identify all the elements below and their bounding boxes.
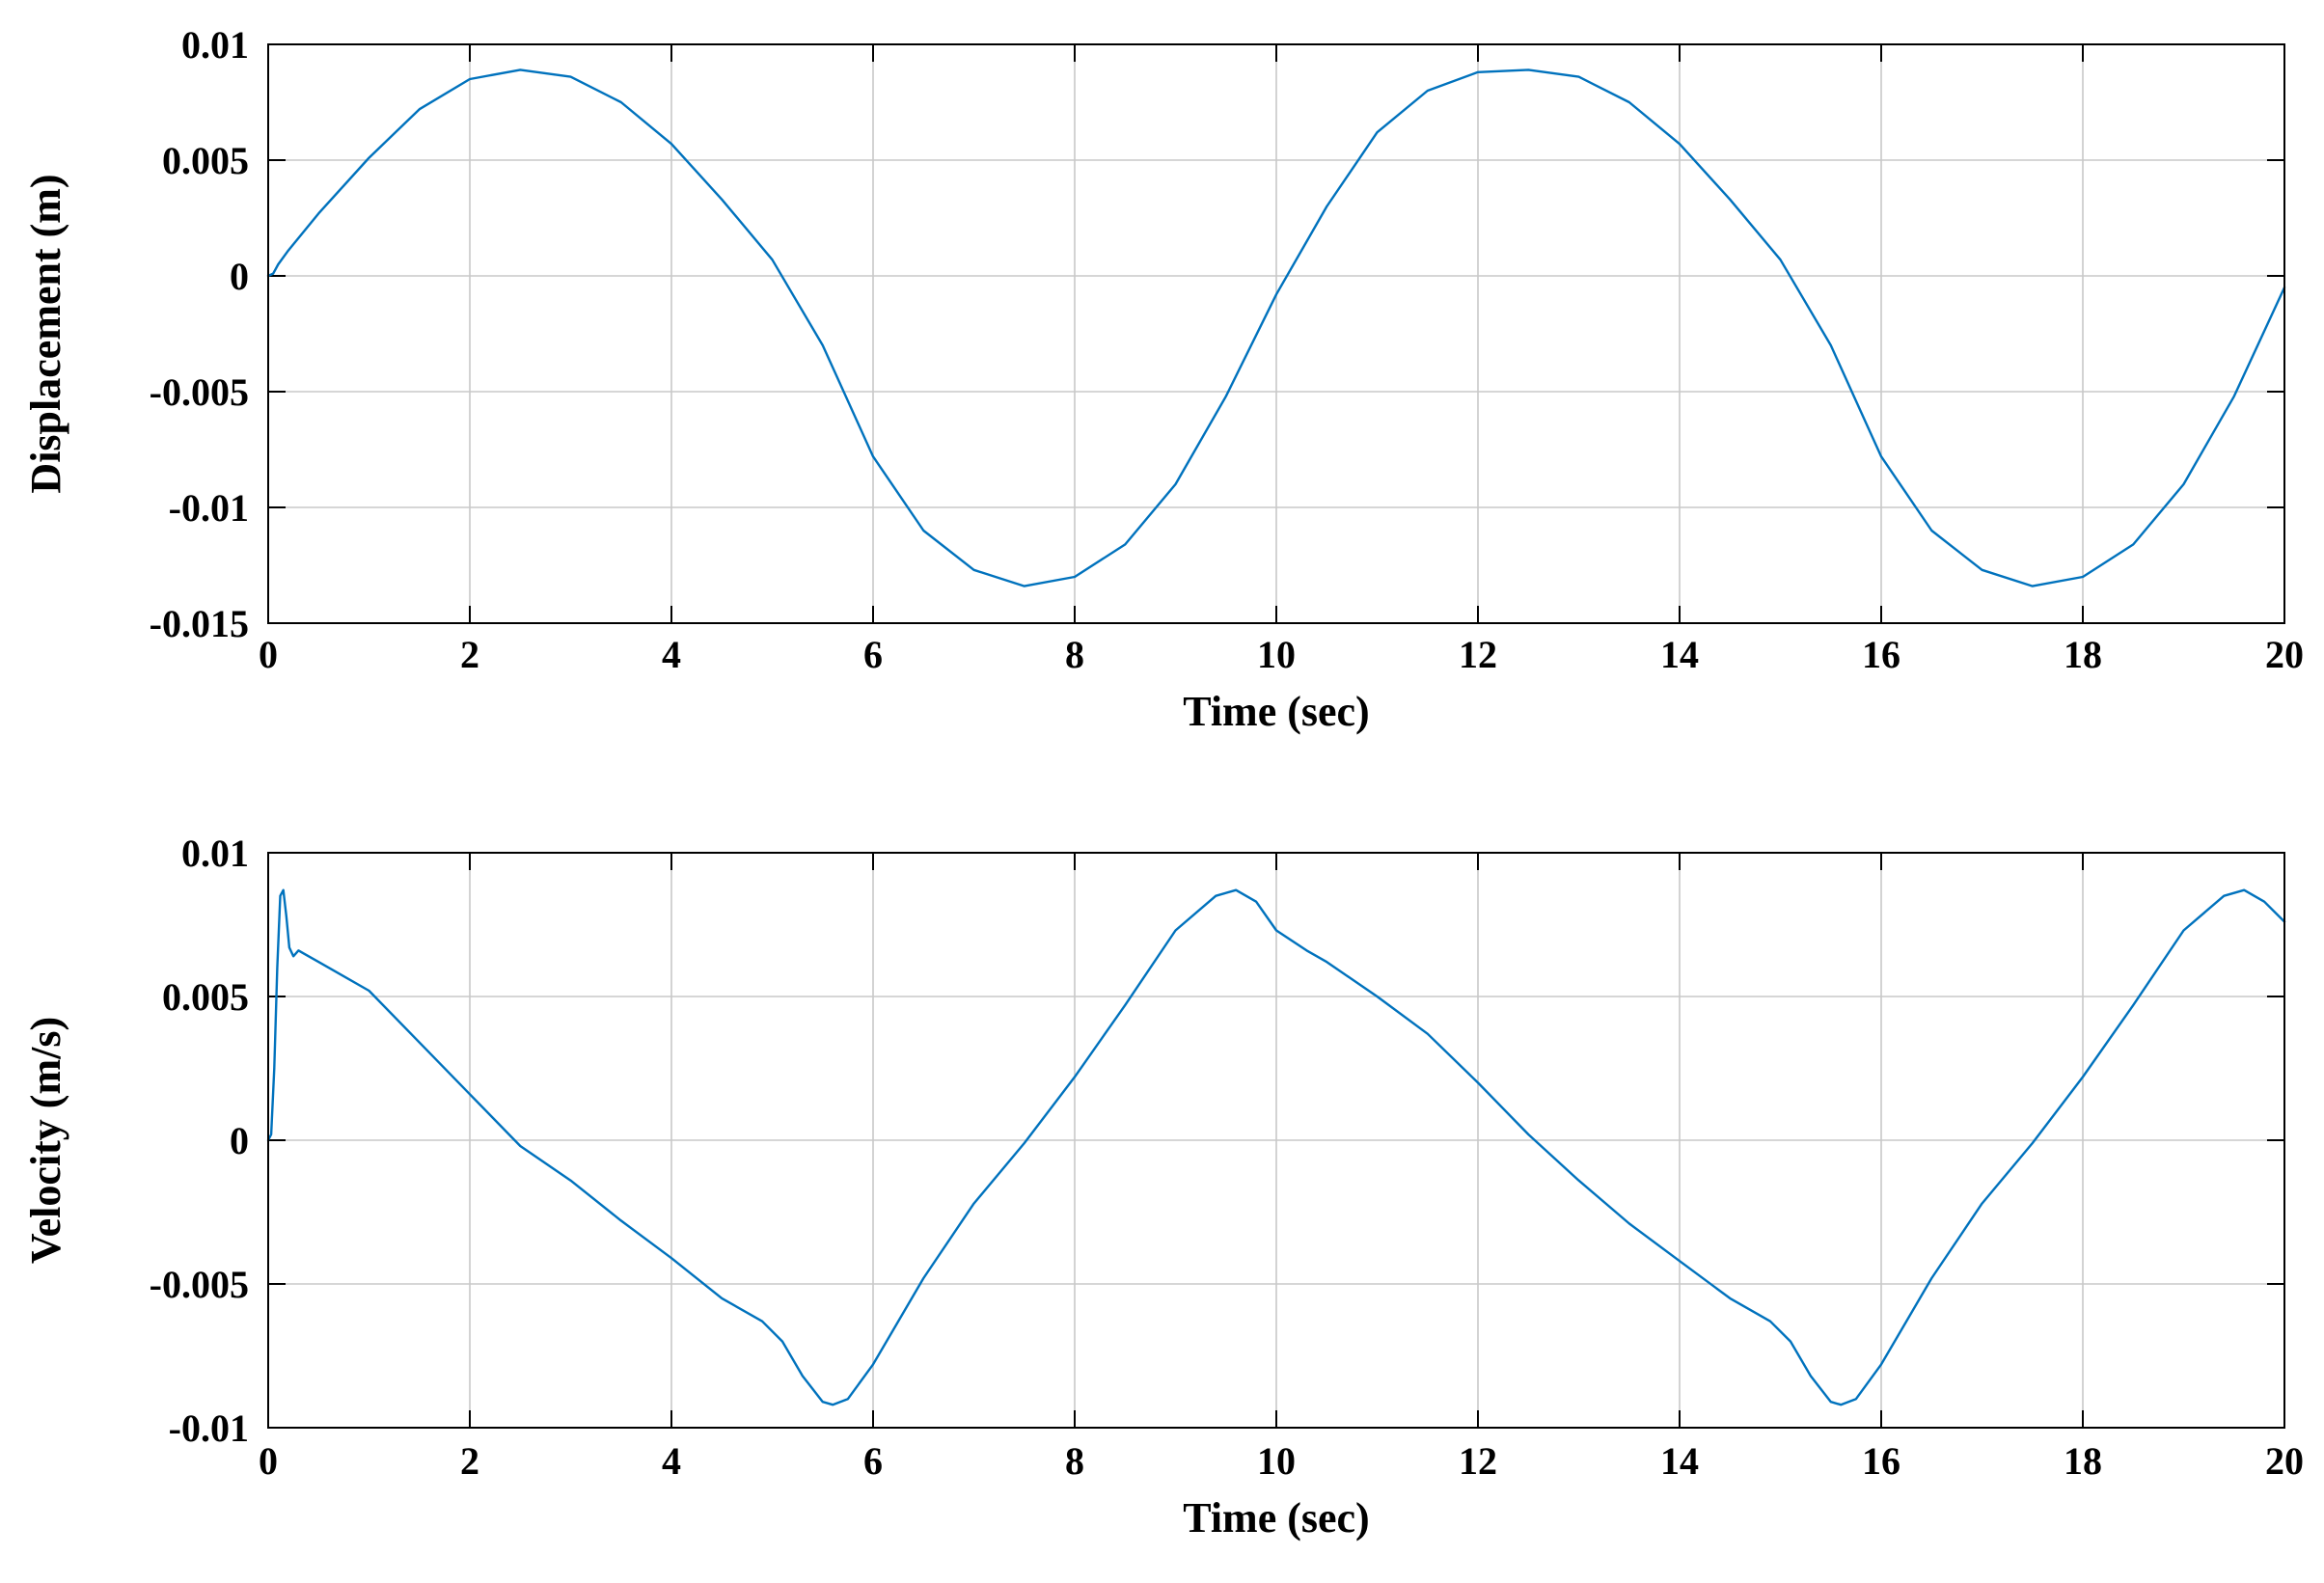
displacement-x-tick-label-6: 6 xyxy=(863,633,883,676)
displacement-x-tick-label-20: 20 xyxy=(2265,633,2304,676)
velocity-x-tick-label-8: 8 xyxy=(1065,1439,1084,1483)
displacement-y-axis-label: Displacement (m) xyxy=(22,174,69,493)
velocity-y-tick-label-0: 0 xyxy=(230,1119,249,1162)
displacement-series-line-0 xyxy=(266,68,2286,587)
velocity-x-tick-label-6: 6 xyxy=(863,1439,883,1483)
displacement-x-tick-label-4: 4 xyxy=(662,633,681,676)
displacement-x-tick-label-18: 18 xyxy=(2064,633,2102,676)
velocity-y-tick-label-0_01: 0.01 xyxy=(181,832,249,875)
displacement-x-tick-label-2: 2 xyxy=(460,633,479,676)
velocity-y-tick-label-neg0_01: -0.01 xyxy=(169,1406,249,1450)
displacement-y-tick-label-neg0_01: -0.01 xyxy=(169,486,249,530)
velocity-y-tick-label-0_005: 0.005 xyxy=(162,975,249,1019)
velocity-chart: 0 2 4 6 8 10 12 14 16 18 20 0.01 0.005 0 -0.005 -0.01 Ti… xyxy=(22,832,2304,1542)
velocity-x-tick-label-4: 4 xyxy=(662,1439,681,1483)
displacement-y-tick-label-0: 0 xyxy=(230,255,249,298)
velocity-axes-frame xyxy=(267,852,2285,1429)
velocity-y-axis-label: Velocity (m/s) xyxy=(22,1017,69,1264)
velocity-x-tick-label-12: 12 xyxy=(1459,1439,1497,1483)
velocity-x-tick-label-10: 10 xyxy=(1257,1439,1296,1483)
displacement-x-axis-label: Time (sec) xyxy=(1183,688,1369,735)
displacement-y-tick-label-neg0_015: -0.015 xyxy=(150,602,249,645)
velocity-x-tick-label-20: 20 xyxy=(2265,1439,2304,1483)
velocity-x-tick-label-16: 16 xyxy=(1862,1439,1900,1483)
velocity-x-tick-label-2: 2 xyxy=(460,1439,479,1483)
displacement-x-tick-label-8: 8 xyxy=(1065,633,1084,676)
displacement-x-tick-label-0: 0 xyxy=(259,633,278,676)
displacement-y-tick-label-0_005: 0.005 xyxy=(162,139,249,182)
displacement-y-tick-label-neg0_005: -0.005 xyxy=(150,370,249,414)
velocity-x-tick-label-18: 18 xyxy=(2064,1439,2102,1483)
displacement-chart: 0 2 4 6 8 10 12 14 16 18 20 0.01 0.005 0 -0.005 -0.01 -0… xyxy=(22,23,2304,735)
velocity-y-tick-label-neg0_005: -0.005 xyxy=(150,1263,249,1306)
velocity-series-line-0 xyxy=(266,888,2286,1406)
displacement-axes-frame xyxy=(267,43,2285,624)
velocity-x-axis-label: Time (sec) xyxy=(1183,1494,1369,1542)
displacement-x-tick-label-10: 10 xyxy=(1257,633,1296,676)
displacement-y-tick-label-0_01: 0.01 xyxy=(181,23,249,67)
displacement-x-tick-label-14: 14 xyxy=(1660,633,1699,676)
velocity-x-tick-label-14: 14 xyxy=(1660,1439,1699,1483)
velocity-x-tick-label-0: 0 xyxy=(259,1439,278,1483)
displacement-x-tick-label-12: 12 xyxy=(1459,633,1497,676)
displacement-x-tick-label-16: 16 xyxy=(1862,633,1900,676)
